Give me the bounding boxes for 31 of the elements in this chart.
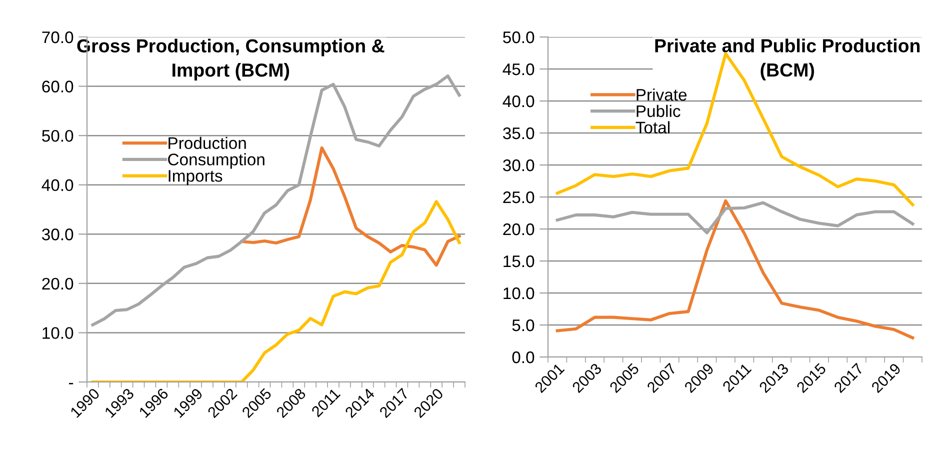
y-tick-label: 30.0: [42, 228, 74, 240]
legend-label: Private: [636, 88, 687, 101]
y-tick-label: 50.0: [42, 130, 74, 142]
y-tick-label: 20.0: [42, 278, 74, 290]
y-tick-label: 25.0: [503, 191, 534, 204]
y-tick-label: 30.0: [503, 159, 534, 172]
line-series: [91, 200, 461, 382]
y-tick-label: 0.0: [512, 351, 534, 364]
text: Gross Production, Consumption & Import (BCM): [77, 38, 384, 80]
y-tick-label: 70.0: [42, 31, 74, 44]
y-tick-label: -: [68, 382, 74, 384]
y-tick-label: 50.0: [503, 31, 534, 44]
legend-label: Imports: [168, 170, 222, 186]
y-tick-label: 40.0: [42, 179, 74, 192]
legend-label: Total: [636, 121, 670, 134]
y-tick-label: 40.0: [502, 95, 534, 108]
y-tick-label: 60.0: [42, 80, 74, 92]
line-series: [556, 199, 914, 340]
y-tick-label: 15.0: [504, 255, 534, 268]
legend-label: Production: [168, 136, 246, 150]
legend-label: Consumption: [168, 153, 264, 169]
y-tick-label: 35.0: [503, 127, 534, 140]
legend-label: Public: [636, 104, 680, 118]
y-tick-label: 10.0: [504, 287, 534, 300]
text: Private and Public Production (BCM): [655, 38, 920, 80]
line-series: [556, 52, 914, 206]
y-tick-label: 20.0: [503, 223, 534, 236]
line-series: [556, 201, 914, 234]
y-tick-label: 5.0: [512, 319, 534, 332]
y-tick-label: 45.0: [502, 63, 534, 76]
y-tick-label: 10.0: [42, 327, 74, 339]
